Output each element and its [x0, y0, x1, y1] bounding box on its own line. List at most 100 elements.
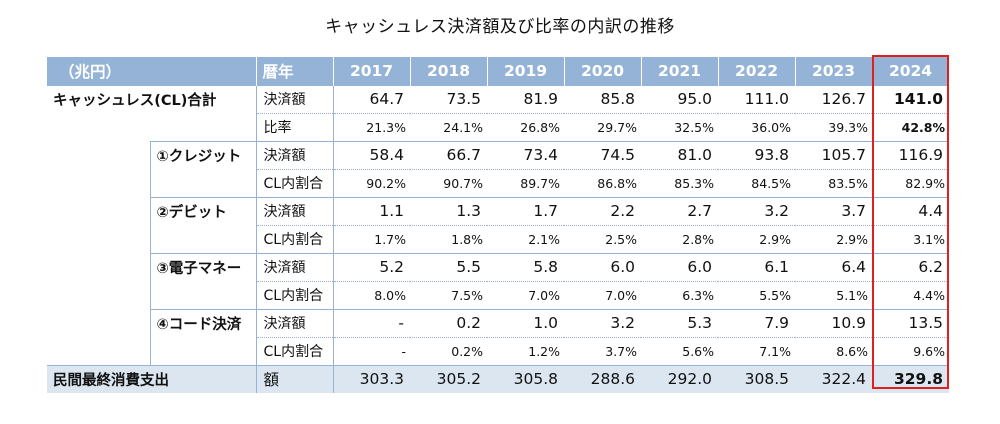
value-cell: 1.7% — [333, 224, 411, 253]
value-cell: 73.4 — [487, 140, 565, 169]
metric-label: 決済額 — [255, 140, 334, 169]
metric-label: 決済額 — [255, 308, 334, 337]
value-cell: 32.5% — [641, 112, 719, 141]
value-cell: 2.7 — [641, 196, 719, 225]
value-cell: 7.9 — [718, 308, 796, 337]
value-cell: 83.5% — [795, 168, 873, 197]
value-cell: 6.1 — [718, 252, 796, 281]
value-cell: 1.7 — [487, 196, 565, 225]
subcategory-label: ③電子マネー — [149, 252, 257, 281]
metric-label: CL内割合 — [255, 168, 334, 197]
year-header: 2019 — [487, 57, 565, 85]
value-cell: 3.2 — [564, 308, 642, 337]
value-cell: 5.2 — [333, 252, 411, 281]
value-cell: 1.0 — [487, 308, 565, 337]
blank-cell — [47, 337, 150, 365]
metric-label: 決済額 — [255, 196, 334, 225]
value-cell: - — [333, 308, 411, 337]
value-cell: 7.1% — [718, 336, 796, 365]
value-cell: 64.7 — [333, 84, 411, 113]
value-cell: 1.1 — [333, 196, 411, 225]
blank-cell — [47, 141, 150, 169]
metric-label: 比率 — [255, 112, 334, 141]
blank-cell — [149, 225, 257, 253]
value-cell: 74.5 — [564, 140, 642, 169]
value-cell: 6.4 — [795, 252, 873, 281]
value-cell: 329.8 — [872, 364, 950, 393]
value-cell: 141.0 — [872, 84, 950, 113]
value-cell: 7.0% — [564, 280, 642, 309]
value-cell: 21.3% — [333, 112, 411, 141]
value-cell: 322.4 — [795, 364, 873, 393]
table-row: ①クレジット 決済額 58.4 66.7 73.4 74.5 81.0 93.8… — [47, 140, 950, 169]
value-cell: 2.9% — [718, 224, 796, 253]
value-cell: 81.0 — [641, 140, 719, 169]
value-cell: 3.7 — [795, 196, 873, 225]
value-cell: 66.7 — [410, 140, 488, 169]
blank-cell — [47, 225, 150, 253]
year-header: 2024 — [872, 57, 950, 85]
value-cell: 73.5 — [410, 84, 488, 113]
year-header: 2022 — [718, 57, 796, 85]
page-title: キャッシュレス決済額及び比率の内訳の推移 — [325, 17, 675, 37]
value-cell: 111.0 — [718, 84, 796, 113]
metric-label: 決済額 — [255, 84, 334, 113]
unit-label: （兆円） — [47, 57, 257, 85]
value-cell: 29.7% — [564, 112, 642, 141]
value-cell: 9.6% — [872, 336, 950, 365]
value-cell: 81.9 — [487, 84, 565, 113]
value-cell: 89.7% — [487, 168, 565, 197]
value-cell: 85.3% — [641, 168, 719, 197]
value-cell: 93.8 — [718, 140, 796, 169]
value-cell: 2.9% — [795, 224, 873, 253]
value-cell: 105.7 — [795, 140, 873, 169]
year-header: 2020 — [564, 57, 642, 85]
metric-label: 決済額 — [255, 252, 334, 281]
value-cell: 90.7% — [410, 168, 488, 197]
value-cell: 303.3 — [333, 364, 411, 393]
table-row: CL内割合 8.0% 7.5% 7.0% 7.0% 6.3% 5.5% 5.1%… — [47, 280, 950, 309]
value-cell: 26.8% — [487, 112, 565, 141]
value-cell: 2.1% — [487, 224, 565, 253]
value-cell: 2.8% — [641, 224, 719, 253]
year-label: 暦年 — [256, 57, 334, 85]
value-cell: 36.0% — [718, 112, 796, 141]
year-header: 2018 — [410, 57, 488, 85]
blank-cell — [47, 113, 256, 141]
value-cell: 7.0% — [487, 280, 565, 309]
subcategory-label: ①クレジット — [149, 140, 257, 169]
metric-label: CL内割合 — [255, 280, 334, 309]
value-cell: - — [333, 336, 411, 365]
value-cell: 6.3% — [641, 280, 719, 309]
table-row: ④コード決済 決済額 - 0.2 1.0 3.2 5.3 7.9 10.9 13… — [47, 308, 950, 337]
value-cell: 58.4 — [333, 140, 411, 169]
table-row: 民間最終消費支出 額 303.3 305.2 305.8 288.6 292.0… — [47, 364, 950, 393]
year-header: 2017 — [333, 57, 411, 85]
year-header: 2023 — [795, 57, 873, 85]
blank-cell — [47, 253, 150, 281]
metric-label: CL内割合 — [255, 224, 334, 253]
value-cell: 0.2% — [410, 336, 488, 365]
blank-cell — [47, 169, 150, 197]
header-row: （兆円） 暦年 2017 2018 2019 2020 2021 2022 20… — [47, 57, 950, 85]
table-row: キャッシュレス(CL)合計 決済額 64.7 73.5 81.9 85.8 95… — [47, 84, 950, 113]
value-cell: 24.1% — [410, 112, 488, 141]
value-cell: 126.7 — [795, 84, 873, 113]
table-row: CL内割合 - 0.2% 1.2% 3.7% 5.6% 7.1% 8.6% 9.… — [47, 336, 950, 365]
value-cell: 42.8% — [872, 112, 950, 141]
value-cell: 305.8 — [487, 364, 565, 393]
blank-cell — [47, 197, 150, 225]
value-cell: 85.8 — [564, 84, 642, 113]
value-cell: 292.0 — [641, 364, 719, 393]
blank-cell — [47, 309, 150, 337]
value-cell: 10.9 — [795, 308, 873, 337]
value-cell: 3.2 — [718, 196, 796, 225]
value-cell: 2.5% — [564, 224, 642, 253]
value-cell: 4.4 — [872, 196, 950, 225]
value-cell: 5.6% — [641, 336, 719, 365]
blank-cell — [47, 281, 150, 309]
value-cell: 288.6 — [564, 364, 642, 393]
value-cell: 5.8 — [487, 252, 565, 281]
blank-cell — [149, 281, 257, 309]
metric-label: CL内割合 — [255, 336, 334, 365]
